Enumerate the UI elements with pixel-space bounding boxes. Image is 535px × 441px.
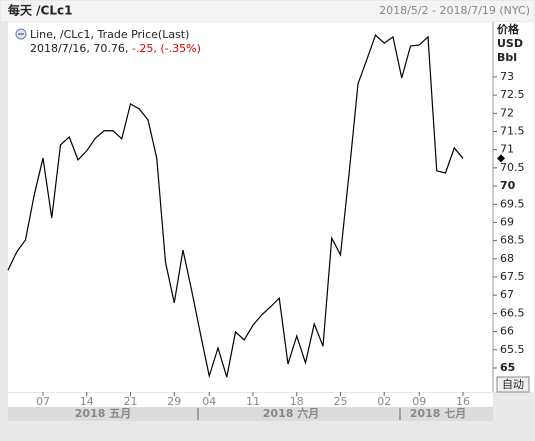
y-tick-label: 68.5: [500, 234, 525, 247]
x-tick-label: 21: [124, 395, 138, 408]
y-axis-area: [493, 22, 534, 392]
y-tick-label: 65.5: [500, 343, 525, 356]
axis-unit: USD: [497, 37, 523, 50]
legend-last: 70.76: [93, 42, 125, 55]
y-tick-label: 71: [500, 143, 514, 156]
x-tick-label: 02: [377, 395, 391, 408]
legend-date: 2018/7/16: [30, 42, 86, 55]
x-tick-label: 16: [456, 395, 470, 408]
legend-values: 2018/7/16, 70.76, -.25, (-.35%): [30, 42, 201, 55]
x-tick-label: 14: [80, 395, 94, 408]
legend-change-pct: (-.35%): [160, 42, 201, 55]
y-tick-label: 66: [500, 325, 514, 338]
y-tick-label: 69: [500, 215, 514, 228]
month-label: 2018 五月: [75, 407, 131, 420]
x-tick-label: 04: [202, 395, 216, 408]
y-tick-label: 67.5: [500, 270, 525, 283]
y-tick-label: 72.5: [500, 88, 525, 101]
last-price-marker: [497, 154, 505, 163]
y-tick-label: 67: [500, 288, 514, 301]
plot-area: [8, 22, 493, 392]
y-tick-label: 70: [500, 179, 516, 192]
auto-button-label[interactable]: 自动: [502, 378, 524, 391]
x-tick-label: 25: [334, 395, 348, 408]
auto-button[interactable]: [496, 376, 530, 393]
x-tick-label: 09: [412, 395, 426, 408]
month-row: [8, 407, 493, 421]
chart-title: 每天 /CLc1: [8, 3, 72, 18]
date-range: 2018/5/2 - 2018/7/19 (NYC): [379, 4, 530, 17]
x-tick-label: 18: [290, 395, 304, 408]
y-tick-label: 73: [500, 70, 514, 83]
y-tick-label: 65: [500, 361, 515, 374]
month-label: 2018 六月: [263, 406, 319, 420]
legend-change: -.25: [132, 42, 153, 55]
legend-label: Line, /CLc1, Trade Price(Last): [30, 28, 189, 41]
y-tick-label: 70.5: [500, 161, 525, 174]
x-tick-label: 11: [246, 395, 260, 408]
y-tick-label: 69.5: [500, 197, 525, 210]
y-tick-label: 68: [500, 252, 514, 265]
y-tick-label: 71.5: [500, 125, 525, 138]
header-bar: [1, 1, 534, 21]
x-tick-label: 07: [36, 395, 50, 408]
x-axis-area: [8, 393, 493, 407]
price-line: [7, 34, 464, 379]
month-label: 2018 七月: [410, 406, 466, 420]
y-tick-label: 66.5: [500, 306, 525, 319]
axis-unit: 价格: [497, 22, 520, 36]
x-tick-label: 29: [167, 395, 181, 408]
y-tick-label: 72: [500, 106, 514, 119]
axis-unit: Bbl: [497, 51, 517, 64]
